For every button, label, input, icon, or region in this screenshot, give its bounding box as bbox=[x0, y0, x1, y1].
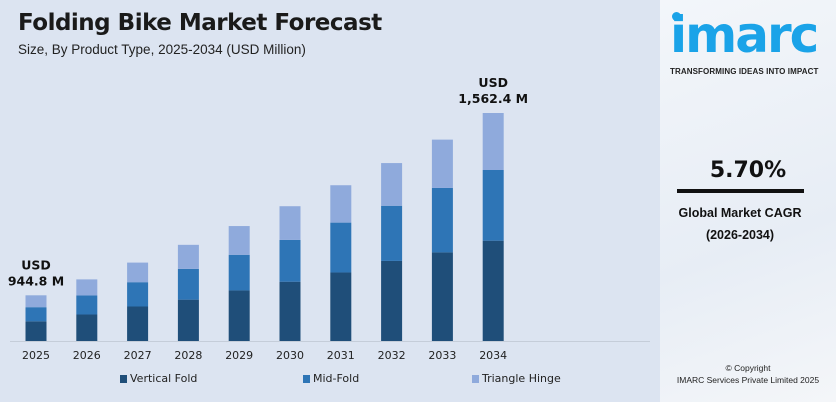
bar-2026-mid-fold bbox=[76, 295, 98, 315]
legend-swatch bbox=[120, 374, 127, 383]
bar-2027-mid-fold bbox=[127, 282, 149, 307]
value-annotation: 944.8 M bbox=[8, 273, 64, 288]
bar-2028-mid-fold bbox=[177, 268, 199, 300]
x-tick-label: 2034 bbox=[479, 349, 507, 362]
logo-dot bbox=[672, 12, 681, 21]
x-tick-label: 2032 bbox=[378, 349, 406, 362]
bar-2034-vertical-fold bbox=[482, 240, 504, 341]
bar-2026-vertical-fold bbox=[76, 314, 98, 341]
bar-2029-triangle-hinge bbox=[228, 226, 250, 255]
cagr-value: 5.70% bbox=[709, 158, 787, 183]
bar-2026-triangle-hinge bbox=[76, 279, 98, 296]
x-tick-label: 2030 bbox=[276, 349, 304, 362]
bar-2027-vertical-fold bbox=[127, 306, 149, 341]
x-tick-label: 2026 bbox=[73, 349, 101, 362]
cagr-label-block: Global Market CAGR (2026-2034) bbox=[660, 202, 820, 246]
divider bbox=[677, 189, 804, 193]
bar-2032-mid-fold bbox=[381, 205, 403, 261]
legend-item: Vertical Fold bbox=[120, 372, 197, 385]
value-annotation: USD bbox=[478, 75, 508, 90]
x-tick-label: 2027 bbox=[124, 349, 152, 362]
legend-swatch bbox=[303, 374, 310, 383]
bar-2032-vertical-fold bbox=[381, 260, 403, 341]
bar-2033-vertical-fold bbox=[431, 252, 453, 341]
x-tick-label: 2033 bbox=[428, 349, 456, 362]
bar-2028-vertical-fold bbox=[177, 299, 199, 341]
bar-2033-triangle-hinge bbox=[431, 139, 453, 188]
value-annotation: 1,562.4 M bbox=[458, 91, 528, 106]
tagline: TRANSFORMING IDEAS INTO IMPACT bbox=[670, 67, 819, 76]
bar-2025-vertical-fold bbox=[25, 321, 47, 341]
bar-2027-triangle-hinge bbox=[127, 262, 149, 283]
copyright-block: © Copyright IMARC Services Private Limit… bbox=[660, 362, 836, 386]
legend-item: Mid-Fold bbox=[303, 372, 359, 385]
chart-panel: Folding Bike Market Forecast Size, By Pr… bbox=[0, 0, 660, 402]
cagr-label: Global Market CAGR bbox=[678, 206, 802, 220]
copyright: © Copyright bbox=[725, 363, 771, 373]
value-annotation: USD bbox=[21, 257, 51, 272]
bar-2030-vertical-fold bbox=[279, 281, 301, 341]
bar-2030-mid-fold bbox=[279, 239, 301, 282]
bar-2030-triangle-hinge bbox=[279, 206, 301, 240]
cagr-period: (2026-2034) bbox=[705, 228, 775, 242]
x-tick-label: 2025 bbox=[22, 349, 50, 362]
bar-2031-triangle-hinge bbox=[330, 185, 352, 223]
bar-2032-triangle-hinge bbox=[381, 163, 403, 206]
chart-title: Folding Bike Market Forecast bbox=[18, 10, 382, 36]
bar-2028-triangle-hinge bbox=[177, 244, 199, 269]
info-panel: imarc TRANSFORMING IDEAS INTO IMPACT 5.7… bbox=[660, 0, 836, 402]
bar-2031-mid-fold bbox=[330, 222, 352, 273]
x-tick-label: 2031 bbox=[327, 349, 355, 362]
bar-2029-vertical-fold bbox=[228, 290, 250, 341]
bar-2034-mid-fold bbox=[482, 170, 504, 241]
legend-swatch bbox=[472, 374, 479, 383]
legend-item: Triangle Hinge bbox=[472, 372, 561, 385]
bar-2033-mid-fold bbox=[431, 187, 453, 253]
legend-label: Mid-Fold bbox=[313, 372, 360, 385]
legend-label: Vertical Fold bbox=[130, 372, 198, 385]
imarc-logo: imarc bbox=[670, 6, 819, 64]
bar-2025-triangle-hinge bbox=[25, 295, 47, 308]
bar-chart: 2025 2026 2027 2028 2029 2030 2031 2032 2033 2034… bbox=[8, 75, 650, 362]
bar-2029-mid-fold bbox=[228, 254, 250, 291]
bar-2034-triangle-hinge bbox=[482, 113, 504, 170]
bar-2031-vertical-fold bbox=[330, 272, 352, 341]
company: IMARC Services Private Limited 2025 bbox=[676, 375, 820, 385]
bar-2025-mid-fold bbox=[25, 307, 47, 322]
chart-subtitle: Size, By Product Type, 2025-2034 (USD Mi… bbox=[18, 42, 306, 57]
x-tick-label: 2029 bbox=[225, 349, 253, 362]
x-tick-label: 2028 bbox=[174, 349, 202, 362]
legend-label: Triangle Hinge bbox=[482, 372, 561, 385]
